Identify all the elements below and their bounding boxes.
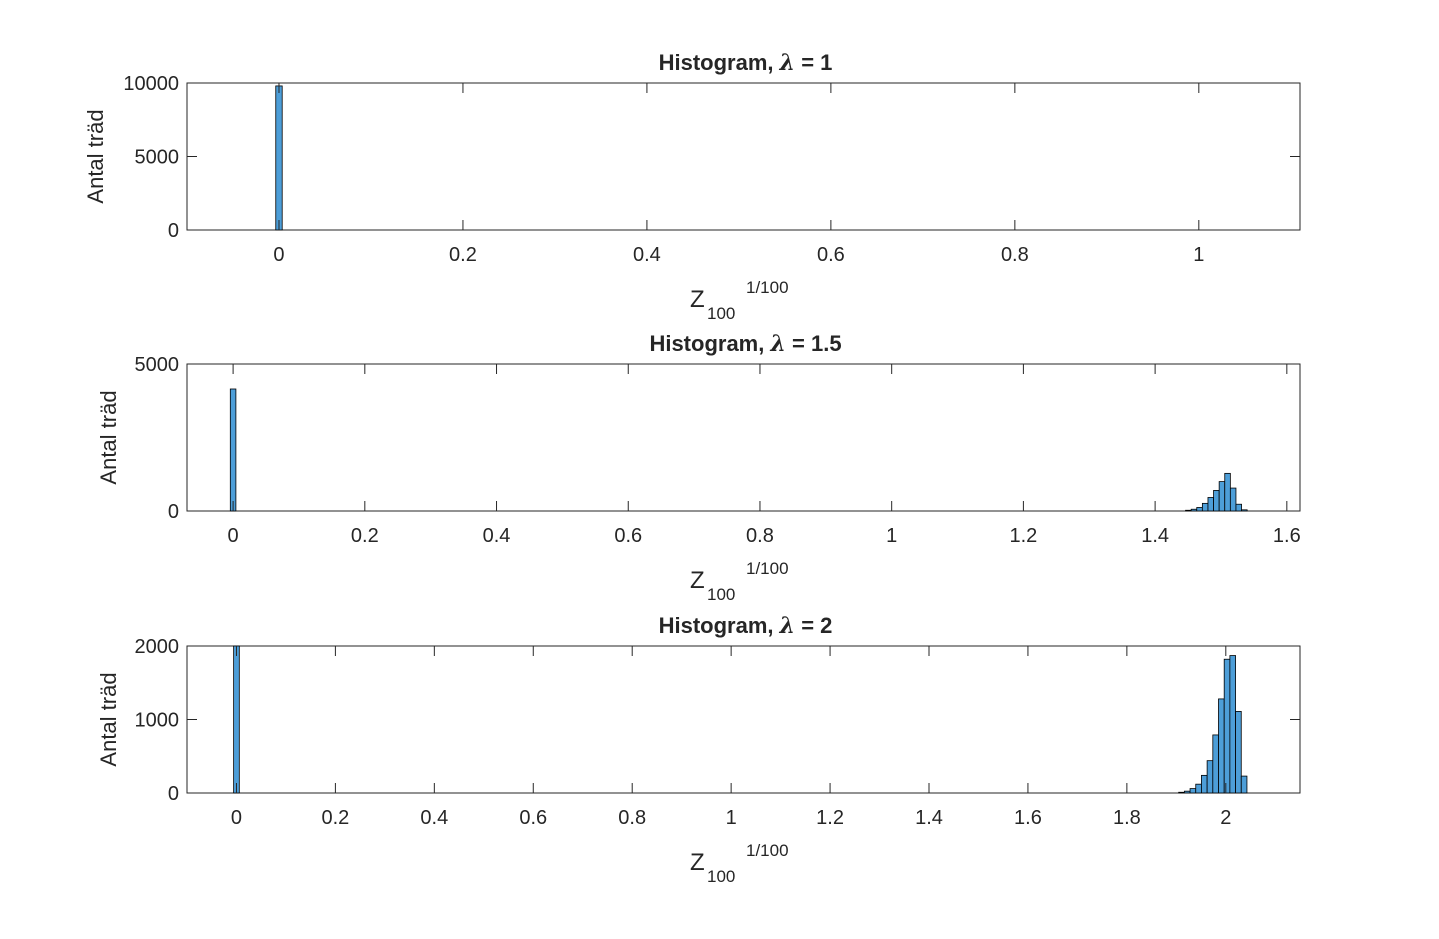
x-tick-label: 1 (1193, 244, 1204, 266)
x-tick-label: 0.8 (746, 525, 774, 547)
x-axis-label-superscript: 1/100 (746, 278, 789, 297)
y-axis-label: Antal träd (96, 390, 121, 484)
histogram-bar (1201, 774, 1208, 794)
subplot-3: 0 0.2 0.4 0.6 0.8 1 1.2 1.4 1.6 1.8 2 0 1000 2000 Hist… (96, 613, 1301, 886)
x-tick-label: 0.4 (633, 244, 661, 266)
title-suffix: = 1 (795, 50, 832, 75)
y-tick-label: 10000 (123, 73, 179, 95)
x-tick-label: 0.4 (420, 807, 448, 829)
histogram-bar (1223, 658, 1231, 794)
axes-box (186, 82, 1301, 231)
title-lambda-symbol: λ (769, 331, 785, 357)
histogram-bar (1189, 788, 1197, 794)
histogram-bar (1235, 711, 1242, 794)
histogram-bar (1190, 508, 1198, 512)
chart-title: Histogram, λ = 1.5 (649, 331, 841, 357)
x-tick-label: 1.4 (1141, 525, 1169, 547)
y-tick-label: 5000 (135, 147, 180, 169)
title-prefix: Histogram, (649, 331, 770, 356)
x-tick-label: 1.6 (1273, 525, 1301, 547)
x-axis-label-superscript: 1/100 (746, 559, 789, 578)
y-tick-label: 5000 (135, 354, 180, 376)
histogram-bar (1183, 790, 1191, 794)
histogram-bar (1241, 509, 1248, 512)
x-tick-label: 1.6 (1014, 807, 1042, 829)
x-tick-label: 1.8 (1113, 807, 1141, 829)
histogram-bar (1229, 487, 1237, 512)
histogram-bar (1240, 775, 1248, 794)
axes-box (186, 645, 1301, 794)
x-tick-label: 0 (273, 244, 284, 266)
x-tick-label: 1 (726, 807, 737, 829)
histogram-bar (1224, 472, 1231, 512)
x-tick-label: 0 (228, 525, 239, 547)
title-lambda-symbol: λ (779, 613, 795, 639)
y-axis-label: Antal träd (83, 109, 108, 203)
x-axis-label-base: Z (690, 286, 705, 313)
y-tick-label: 2000 (135, 636, 180, 658)
histogram-bar (1212, 734, 1219, 794)
x-tick-label: 0.2 (351, 525, 379, 547)
axes-box (186, 363, 1301, 512)
x-tick-label: 1.4 (915, 807, 943, 829)
y-tick-label: 1000 (135, 710, 180, 732)
histogram-bar (1218, 698, 1225, 794)
y-tick-label: 0 (168, 220, 179, 242)
histogram-bar (1218, 481, 1226, 512)
x-tick-label: 0.2 (321, 807, 349, 829)
title-suffix: = 1.5 (786, 331, 842, 356)
x-axis-label-subscript: 100 (707, 304, 735, 323)
y-axis-label: Antal träd (96, 672, 121, 766)
chart-title: Histogram, λ = 1 (659, 50, 833, 76)
x-tick-label: 0.4 (483, 525, 511, 547)
histogram-bar (1206, 760, 1214, 794)
x-tick-label: 0.6 (817, 244, 845, 266)
subplot-1: 0 0.2 0.4 0.6 0.8 1 0 5000 10000 Histogram, λ = 1… (83, 50, 1301, 323)
histogram-bar (1213, 490, 1220, 512)
title-lambda-symbol: λ (779, 50, 795, 76)
y-tick-label: 0 (168, 501, 179, 523)
y-tick-label: 0 (168, 783, 179, 805)
histogram-bar (1196, 507, 1203, 512)
x-axis-label-superscript: 1/100 (746, 841, 789, 860)
histogram-bar (1185, 509, 1192, 512)
x-tick-label: 0 (231, 807, 242, 829)
title-prefix: Histogram, (659, 613, 780, 638)
title-prefix: Histogram, (659, 50, 780, 75)
histogram-bar (233, 645, 240, 794)
x-tick-label: 0.8 (618, 807, 646, 829)
x-axis-label-base: Z (690, 849, 705, 876)
x-tick-label: 1.2 (816, 807, 844, 829)
x-tick-label: 1 (886, 525, 897, 547)
title-suffix: = 2 (795, 613, 832, 638)
x-axis-label-base: Z (690, 567, 705, 594)
x-tick-label: 0.2 (449, 244, 477, 266)
x-tick-label: 0.8 (1001, 244, 1029, 266)
histogram-bar (1195, 783, 1202, 794)
histogram-bar (1235, 503, 1242, 512)
histogram-bar (1207, 497, 1214, 512)
histogram-bar (275, 85, 283, 231)
histogram-bar (1201, 502, 1209, 512)
x-axis-label-subscript: 100 (707, 867, 735, 886)
x-tick-label: 1.2 (1009, 525, 1037, 547)
chart-title: Histogram, λ = 2 (659, 613, 833, 639)
x-tick-label: 0.6 (614, 525, 642, 547)
histogram-bar (229, 388, 237, 512)
subplot-2: 0 0.2 0.4 0.6 0.8 1 1.2 1.4 1.6 0 5000 Histogram, λ… (96, 331, 1301, 604)
x-axis-label-subscript: 100 (707, 585, 735, 604)
x-tick-label: 2 (1220, 807, 1231, 829)
x-tick-label: 0.6 (519, 807, 547, 829)
histogram-bar (1229, 655, 1236, 794)
histogram-bar (1178, 791, 1185, 794)
